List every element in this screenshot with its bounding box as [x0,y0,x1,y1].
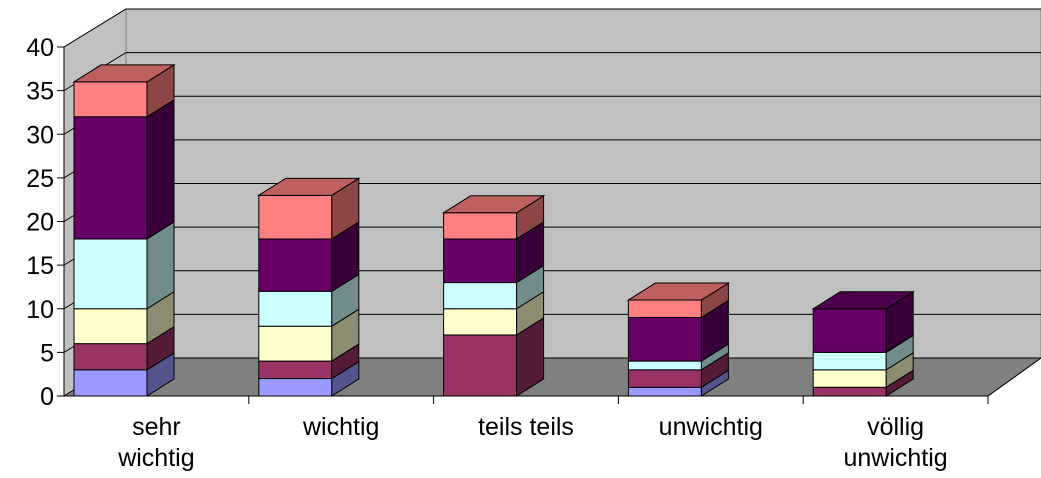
y-tick-label: 15 [26,252,54,280]
bar-segment-front [258,378,333,397]
bar-segment-front [258,238,333,292]
bar-segment-front [73,238,148,310]
category-label-line: wichtig [117,444,194,472]
bar-segment-front [443,212,518,240]
category-label: teils teils [478,413,574,441]
bar-segment-front [627,386,702,397]
y-tick-label: 35 [26,78,54,106]
bar-segment-front [627,299,702,318]
y-tick-label: 5 [40,339,54,367]
y-tick-label: 40 [26,34,54,62]
gridline [63,8,1041,48]
y-tick-label: 10 [26,296,54,324]
floor-edge [987,357,1041,397]
bar-top [811,291,915,310]
labels: 0 5 10 15 20 25 30 35 40 sehr wichtig wichtig teils … [26,34,948,472]
bar-segment-front [73,308,148,345]
bar-segment-front [73,116,148,240]
bar-top [441,195,546,214]
category-label: unwichtig [659,413,763,441]
bar-segment-front [258,325,333,362]
bar-segment-front [73,369,148,397]
bar-segment-front [812,386,887,397]
bar-segment-front [627,360,702,371]
category-label: völlig unwichtig [843,413,947,472]
bar-segment-front [812,351,887,371]
category-label-line: wichtig [302,413,379,441]
bar-segment-front [443,308,518,336]
category-label-line: unwichtig [843,444,947,472]
bar-segment-front [443,334,518,397]
category-label-line: sehr [132,413,181,441]
bar-segment-front [73,343,148,371]
y-tick-label: 0 [40,383,54,411]
bars [72,63,915,397]
bar-top [72,64,176,83]
bar-segment-front [627,316,702,362]
bar-top [626,282,731,301]
y-tick-label: 30 [26,121,54,149]
bar-segment-front [73,81,148,118]
category-label-line: teils teils [478,413,574,441]
bar-segment-front [443,282,518,310]
y-tick-label: 20 [26,209,54,237]
bar-segment-front [812,308,887,353]
category-label-line: unwichtig [659,413,763,441]
bar-segment-front [627,369,702,388]
bar-segment-front [258,194,333,240]
category-label-line: völlig [867,413,924,441]
bar-segment-front [258,290,333,327]
bar-segment-front [443,238,518,284]
bar-segment-front [812,369,887,388]
category-label: wichtig [302,413,379,441]
bar-top [257,177,361,196]
bar-segment-front [258,360,333,380]
bar-segment-side [146,98,175,240]
category-label: sehr wichtig [117,413,194,472]
y-tick-label: 25 [26,165,54,193]
